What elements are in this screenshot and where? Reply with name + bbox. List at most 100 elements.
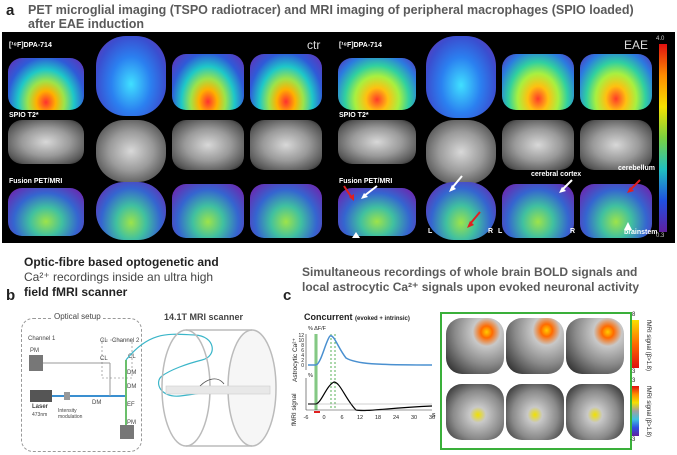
y-tick-label: 6	[301, 348, 304, 354]
eae-mri-slice-4	[580, 120, 652, 170]
y-tick-label: 2	[301, 358, 304, 364]
cl-label-2: CL	[100, 356, 108, 362]
fmri-top-slice-3	[566, 318, 624, 374]
cb-bot-max: 3	[632, 378, 636, 384]
ctr-fusion-slice-1	[8, 188, 84, 236]
red-arrow-3	[627, 179, 641, 193]
eae-mri-slice-3	[502, 120, 574, 170]
fmri-bottom-slice-3	[566, 384, 624, 440]
mri-scanner-drawing	[161, 329, 277, 447]
annot-L: L	[428, 228, 433, 235]
pm-detector-1	[29, 355, 43, 371]
mri-scanner	[160, 324, 278, 450]
ctr-pet-slice-4	[250, 54, 322, 110]
percent-label: %	[308, 373, 313, 379]
eae-pet-label: [¹⁸F]DPA-714	[339, 42, 382, 49]
eae-tag: EAE	[624, 38, 649, 52]
cb-bot-label-box: fMRI signal (β>1.8)	[642, 386, 654, 437]
ef-label: EF	[127, 402, 135, 408]
x-tick-label: 6	[340, 415, 343, 421]
white-arrow-1	[361, 185, 378, 199]
animal-outline	[199, 378, 225, 387]
fmri-bottom-slice-1	[446, 384, 504, 440]
eae-pet-slice-1	[338, 58, 416, 110]
fmri-top-slice-1	[446, 318, 504, 374]
annot-L-2: L	[498, 228, 503, 235]
x-tick-label: 0	[322, 415, 325, 421]
optical-diagram	[29, 333, 221, 439]
x-tick-label: 18	[375, 415, 381, 421]
white-arrow-2	[449, 175, 463, 192]
panel-a-letter: a	[6, 2, 15, 19]
ctr-fusion-slice-3	[172, 184, 244, 238]
optic-fibre	[125, 333, 221, 397]
cb-bot-min: -3	[630, 437, 636, 443]
optical-setup-label: Optical setup	[52, 312, 103, 321]
eae-mri-label: SPIO T2*	[339, 112, 369, 119]
fmri-bottom-slice-2	[506, 384, 564, 440]
colorbar-bottom	[632, 386, 639, 436]
eae-pet-slice-4	[580, 54, 652, 110]
pm-detector-2	[120, 425, 134, 439]
eae-pet-slice-3	[502, 54, 574, 110]
annot-cerebellum: cerebellum	[618, 165, 655, 172]
y-tick-label: 0	[301, 363, 304, 369]
calcium-trace	[308, 335, 433, 366]
eae-fusion-label: Fusion PET/MRI	[339, 178, 393, 185]
y-tick-label: 12	[298, 333, 304, 339]
df-label: % ΔF/F	[308, 326, 327, 332]
ctr-pet-label: [¹⁸F]DPA-714	[9, 42, 52, 49]
pm-label-2: PM	[127, 420, 136, 426]
ctr-mri-slice-3	[172, 120, 244, 170]
white-arrow-3	[559, 179, 573, 193]
ctr-fusion-slice-2	[96, 182, 166, 240]
ctr-mri-slice-1	[8, 120, 84, 164]
eae-fusion-slice-2	[426, 182, 496, 240]
eae-pet-slice-2	[426, 36, 496, 118]
panel-a-title: PET microglial imaging (TSPO radiotracer…	[28, 3, 668, 31]
channel2-label: Channel 2	[112, 338, 140, 344]
ctr-fusion-label: Fusion PET/MRI	[9, 178, 63, 185]
intensity-modulation-label: Intensity modulation	[58, 408, 83, 420]
panel-b-letter: b	[6, 287, 16, 304]
cl-label-3: CL	[128, 354, 136, 360]
colorbar-max: 4.0	[656, 36, 665, 42]
ctr-mri-slice-4	[250, 120, 322, 170]
channel1-label: Channel 1	[28, 336, 56, 342]
scanner-bed	[165, 385, 271, 395]
panel-c-letter: c	[283, 287, 292, 304]
ctr-mri-label: SPIO T2*	[9, 112, 39, 119]
eae-fusion-slice-4	[580, 184, 652, 238]
ctr-fusion-slice-4	[250, 184, 322, 238]
bold-trace	[308, 381, 433, 412]
annot-R-2: R	[570, 228, 576, 235]
fmri-top-slice-2	[506, 318, 564, 374]
panel-c-title-line1: Simultaneous recordings of whole brain B…	[302, 265, 638, 279]
concurrent-title: Concurrent	[304, 312, 353, 322]
annot-cerebral-cortex: cerebral cortex	[531, 171, 582, 178]
ctr-tag: ctr	[307, 38, 321, 52]
x-tick-label: -6	[304, 415, 309, 421]
panel-c-title-line2: local astrocytic Ca²⁺ signals upon evoke…	[302, 280, 640, 294]
laser-source	[30, 390, 52, 402]
eae-mri-slice-2	[426, 120, 496, 184]
red-arrow-2	[467, 211, 481, 228]
x-tick-label: 12	[357, 415, 363, 421]
red-arrow-1	[343, 185, 354, 201]
intensity-modulator	[64, 392, 70, 400]
eae-fusion-slice-3	[502, 184, 574, 238]
colorbar-min: 0.3	[656, 233, 665, 239]
imaging-figure: [¹⁸F]DPA-714 ctr SPIO T2* Fusion PET/MRI…	[2, 32, 675, 243]
channel-box	[101, 339, 133, 379]
ctr-mri-slice-2	[96, 120, 166, 182]
cb-top-max: 8	[632, 312, 636, 318]
cb-top-min: 3	[632, 369, 636, 375]
cb-bot-label: fMRI signal (β>1.8)	[645, 386, 651, 437]
fmri-maps	[440, 312, 632, 450]
panel-b-title-line2: Ca²⁺ recordings inside an ultra high	[24, 270, 214, 284]
panel-b-title: Optic-fibre based optogenetic and Ca²⁺ r…	[24, 255, 284, 300]
cb-top-label-box: fMRI signal (β>1.8)	[642, 320, 654, 371]
ctr-pet-slice-3	[172, 54, 244, 110]
dm-label-3: DM	[92, 400, 102, 406]
